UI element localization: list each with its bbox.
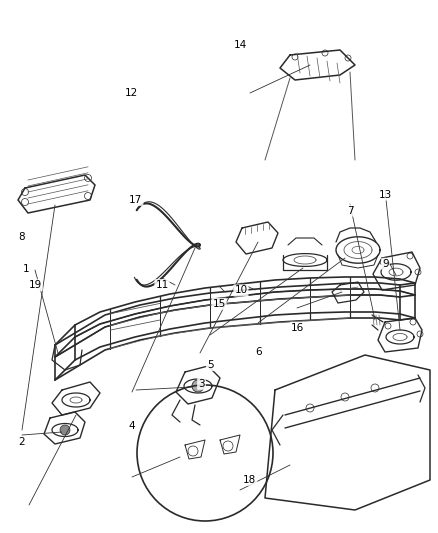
Text: 14: 14 (234, 41, 247, 50)
Text: 10: 10 (234, 286, 247, 295)
Text: 5: 5 (207, 360, 214, 370)
Text: 17: 17 (129, 195, 142, 205)
Text: 9: 9 (382, 259, 389, 269)
Text: 16: 16 (291, 323, 304, 333)
Text: 12: 12 (125, 88, 138, 98)
Text: 18: 18 (243, 475, 256, 484)
Text: 7: 7 (347, 206, 354, 215)
Circle shape (60, 425, 70, 435)
Text: 1: 1 (23, 264, 30, 274)
Text: 3: 3 (198, 379, 205, 389)
Text: 15: 15 (212, 299, 226, 309)
Text: 2: 2 (18, 438, 25, 447)
Text: 13: 13 (379, 190, 392, 199)
Text: 4: 4 (128, 422, 135, 431)
Text: 19: 19 (28, 280, 42, 290)
Text: 6: 6 (255, 347, 262, 357)
Text: 11: 11 (155, 280, 169, 290)
Circle shape (192, 380, 204, 392)
Text: 8: 8 (18, 232, 25, 242)
